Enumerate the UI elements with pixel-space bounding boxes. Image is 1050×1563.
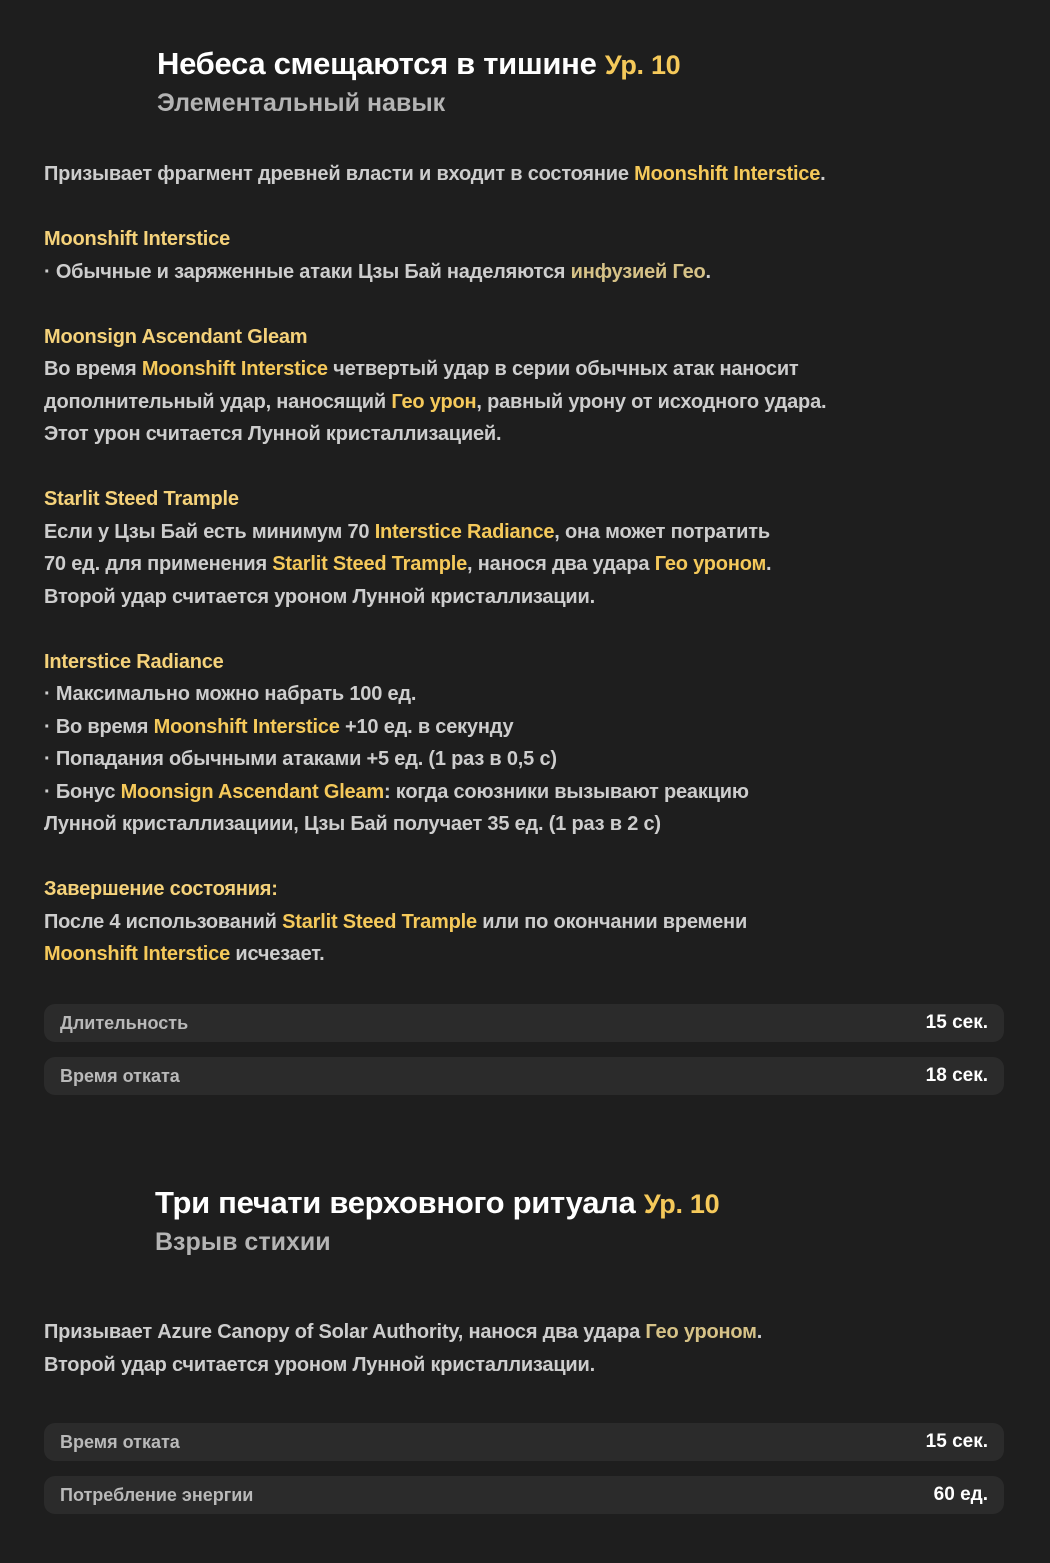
highlighted-term: Starlit Steed Trample xyxy=(282,910,477,933)
text-segment: 70 ед. для применения xyxy=(44,553,273,575)
description-line: Во время Moonshift Interstice четвертый … xyxy=(44,353,1014,386)
heading-text: Moonshift Interstice xyxy=(44,228,231,250)
description-line: Moonshift Interstice исчезает. xyxy=(44,938,1014,971)
text-segment: Лунной кристаллизациии, Цзы Бай получает… xyxy=(44,813,661,835)
stat-row-cooldown: Время отката 18 сек. xyxy=(44,1057,1004,1095)
description-line: Лунной кристаллизациии, Цзы Бай получает… xyxy=(44,808,1014,841)
skill-type: Элементальный навык xyxy=(157,89,446,117)
paragraph-gap xyxy=(44,451,1014,484)
description-line: · Максимально можно набрать 100 ед. xyxy=(44,678,1014,711)
text-segment: , равный урону от исходного удара. xyxy=(476,390,827,413)
skill-name: Небеса смещаются в тишине xyxy=(157,46,597,81)
text-segment: Призывает фрагмент древней власти и вход… xyxy=(44,163,635,185)
text-segment: Второй удар считается уроном Лунной крис… xyxy=(44,585,595,608)
heading-text: Завершение состояния: xyxy=(44,878,278,900)
text-segment: Призывает Azure Canopy of Solar Authorit… xyxy=(44,1321,646,1343)
highlighted-term: Moonshift Interstice xyxy=(141,358,328,380)
section-heading: Starlit Steed Trample xyxy=(44,483,1014,516)
text-segment: · Во время xyxy=(44,715,154,738)
section-heading: Moonshift Interstice xyxy=(44,223,1014,256)
stat-label: Время отката xyxy=(60,1066,180,1086)
text-segment: Если у Цзы Бай есть минимум 70 xyxy=(44,520,375,543)
highlighted-term: Moonshift Interstice xyxy=(153,715,340,738)
highlighted-term: Гео урон xyxy=(391,390,477,413)
description-line: · Во время Moonshift Interstice +10 ед. … xyxy=(44,711,1014,744)
description-line: Второй удар считается уроном Лунной крис… xyxy=(44,581,1014,614)
text-segment: · Попадания обычными атаками +5 ед. (1 р… xyxy=(44,748,557,770)
text-segment: · Бонус xyxy=(44,780,121,803)
description-line: После 4 использований Starlit Steed Tram… xyxy=(44,906,1014,939)
stat-value: 15 сек. xyxy=(925,1431,988,1452)
text-segment: . xyxy=(705,260,712,283)
stat-row-duration: Длительность 15 сек. xyxy=(44,1004,1004,1042)
stat-label: Длительность xyxy=(60,1013,189,1033)
description-line: дополнительный удар, наносящий Гео урон,… xyxy=(44,386,1014,419)
description-line: · Бонус Moonsign Ascendant Gleam: когда … xyxy=(44,776,1014,809)
stat-row-cooldown: Время отката 15 сек. xyxy=(44,1423,1004,1461)
highlighted-term: Гео уроном xyxy=(654,553,767,575)
heading-text: Starlit Steed Trample xyxy=(44,488,239,510)
burst-type: Взрыв стихии xyxy=(155,1228,331,1256)
highlighted-term: инфузией Гео xyxy=(570,260,706,283)
burst-name: Три печати верховного ритуала xyxy=(155,1185,636,1220)
burst-level: Ур. 10 xyxy=(643,1189,720,1219)
highlighted-term: Starlit Steed Trample xyxy=(272,553,468,575)
skill-level: Ур. 10 xyxy=(604,50,681,80)
stat-row-energy-cost: Потребление энергии 60 ед. xyxy=(44,1476,1004,1514)
stat-value: 60 ед. xyxy=(933,1484,988,1505)
paragraph-gap xyxy=(44,191,1014,224)
text-segment: Второй удар считается уроном Лунной крис… xyxy=(44,1353,595,1376)
paragraph-gap xyxy=(44,841,1014,874)
stat-label: Время отката xyxy=(60,1432,180,1452)
description-line: Этот урон считается Лунной кристаллизаци… xyxy=(44,418,1014,451)
section-heading: Завершение состояния: xyxy=(44,873,1014,906)
skill-description: Призывает фрагмент древней власти и вход… xyxy=(44,158,1014,971)
text-segment: После 4 использований xyxy=(44,910,283,933)
skill-title: Небеса смещаются в тишине Ур. 10 xyxy=(157,46,681,82)
paragraph-gap xyxy=(44,288,1014,321)
description-line: 70 ед. для применения Starlit Steed Tram… xyxy=(44,548,1014,581)
paragraph-gap xyxy=(44,613,1014,646)
text-segment: или по окончании времени xyxy=(476,910,748,933)
section-heading: Interstice Radiance xyxy=(44,646,1014,679)
text-segment: Во время xyxy=(44,358,142,380)
stat-value: 15 сек. xyxy=(925,1012,988,1033)
text-segment: . xyxy=(756,1321,763,1343)
burst-title: Три печати верховного ритуала Ур. 10 xyxy=(155,1185,720,1221)
description-line: Если у Цзы Бай есть минимум 70 Interstic… xyxy=(44,516,1014,549)
heading-text: Interstice Radiance xyxy=(44,650,224,673)
text-segment: : когда союзники вызывают реакцию xyxy=(383,780,749,803)
stat-label: Потребление энергии xyxy=(60,1485,254,1505)
description-line: Второй удар считается уроном Лунной крис… xyxy=(44,1349,1014,1382)
highlighted-term: Moonshift Interstice xyxy=(44,943,231,965)
description-line: · Попадания обычными атаками +5 ед. (1 р… xyxy=(44,743,1014,776)
description-line: Призывает фрагмент древней власти и вход… xyxy=(44,158,1014,191)
text-segment: · Максимально можно набрать 100 ед. xyxy=(44,683,417,705)
highlighted-term: Moonshift Interstice xyxy=(634,163,821,185)
highlighted-term: Interstice Radiance xyxy=(374,520,555,543)
text-segment: +10 ед. в секунду xyxy=(339,715,514,738)
text-segment: исчезает. xyxy=(230,943,325,965)
stat-value: 18 сек. xyxy=(925,1065,988,1086)
description-line: Призывает Azure Canopy of Solar Authorit… xyxy=(44,1316,1014,1349)
text-segment: . xyxy=(820,163,826,185)
description-line: · Обычные и заряженные атаки Цзы Бай над… xyxy=(44,256,1014,289)
section-heading: Moonsign Ascendant Gleam xyxy=(44,321,1014,354)
text-segment: дополнительный удар, наносящий xyxy=(44,390,392,413)
text-segment: четвертый удар в серии обычных атак нано… xyxy=(327,358,799,380)
highlighted-term: Гео уроном xyxy=(645,1321,757,1343)
text-segment: Этот урон считается Лунной кристаллизаци… xyxy=(44,423,502,445)
heading-text: Moonsign Ascendant Gleam xyxy=(44,325,308,348)
text-segment: . xyxy=(766,553,772,575)
text-segment: · Обычные и заряженные атаки Цзы Бай над… xyxy=(44,260,571,283)
text-segment: , она может потратить xyxy=(554,520,770,543)
burst-description: Призывает Azure Canopy of Solar Authorit… xyxy=(44,1316,1014,1381)
text-segment: , нанося два удара xyxy=(467,553,655,575)
highlighted-term: Moonsign Ascendant Gleam xyxy=(120,780,385,803)
